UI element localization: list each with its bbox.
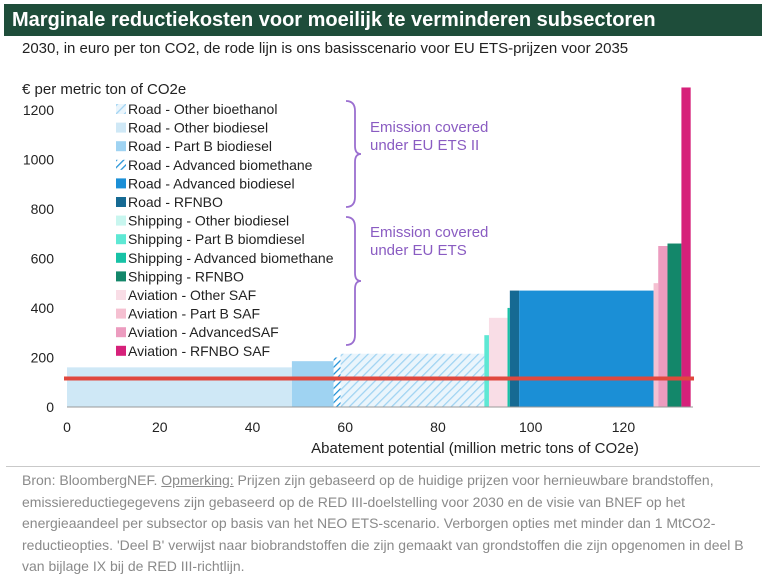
legend-label: Road - RFNBO: [128, 194, 223, 210]
bar-5: [488, 317, 508, 407]
x-tick-label: 100: [519, 419, 543, 435]
legend-swatch: [116, 308, 126, 319]
legend-label: Aviation - AdvancedSAF: [128, 324, 279, 340]
legend-swatch: [116, 178, 126, 189]
x-tick-label: 20: [152, 419, 168, 435]
bar-10: [658, 246, 668, 407]
legend-label: Shipping - Part B biomdiesel: [128, 231, 305, 247]
legend-swatch: [116, 159, 126, 170]
legend-label: Shipping - RFNBO: [128, 268, 244, 284]
y-tick-label: 800: [31, 201, 55, 217]
bar-8: [519, 290, 654, 407]
bar-9: [653, 283, 659, 407]
source-note: Bron: BloombergNEF. Opmerking: Prijzen z…: [22, 470, 750, 578]
y-tick-label: 400: [31, 300, 55, 316]
bar-11: [667, 243, 682, 407]
y-tick-label: 1000: [23, 151, 54, 167]
legend-label: Aviation - Part B SAF: [128, 306, 260, 322]
bar-0: [67, 367, 292, 407]
x-tick-label: 0: [63, 419, 71, 435]
x-tick-label: 120: [612, 419, 636, 435]
annotation-line: under EU ETS II: [370, 137, 479, 154]
legend-swatch: [116, 122, 126, 133]
legend-label: Aviation - Other SAF: [128, 287, 256, 303]
y-tick-label: 1200: [23, 102, 54, 118]
annotation-line: Emission covered: [370, 224, 488, 241]
bar-12: [681, 87, 691, 407]
brace: [345, 216, 362, 346]
legend-label: Road - Part B biodiesel: [128, 138, 272, 154]
bar-7: [509, 290, 520, 407]
note-label: Opmerking:: [161, 472, 234, 488]
legend-label: Shipping - Advanced biomethane: [128, 250, 334, 266]
annotation-line: Emission covered: [370, 119, 488, 136]
legend-label: Road - Other biodiesel: [128, 120, 268, 136]
legend-swatch: [116, 104, 126, 114]
bar-6: [507, 307, 510, 407]
annotation-line: under EU ETS: [370, 242, 467, 259]
bar-2: [333, 357, 341, 407]
annotation: Emission covered under EU ETS: [370, 224, 488, 259]
legend-swatch: [116, 234, 126, 245]
page-title: Marginale reductiekosten voor moeilijk t…: [4, 4, 762, 36]
brace: [345, 100, 362, 208]
y-tick-label: 200: [31, 349, 55, 365]
bar-4: [484, 335, 489, 407]
bar-1: [291, 361, 334, 407]
legend-label: Road - Other bioethanol: [128, 101, 277, 117]
x-tick-label: 40: [245, 419, 261, 435]
mac-chart: € per metric ton of CO2e 020040060080010…: [22, 81, 694, 457]
legend-swatch: [116, 271, 126, 282]
legend-label: Shipping - Other biodiesel: [128, 213, 289, 229]
y-tick-label: 0: [46, 399, 54, 415]
legend-swatch: [116, 345, 126, 356]
note-text: Prijzen zijn gebaseerd op de huidige pri…: [22, 472, 744, 574]
legend-label: Aviation - RFNBO SAF: [128, 343, 270, 359]
legend-label: Road - Advanced biomethane: [128, 157, 313, 173]
legend-swatch: [116, 197, 126, 207]
x-tick-label: 80: [430, 419, 446, 435]
legend-swatch: [116, 215, 126, 226]
legend-swatch: [116, 327, 126, 338]
y-tick-label: 600: [31, 250, 55, 266]
y-axis-label: € per metric ton of CO2e: [22, 81, 186, 98]
legend-swatch: [116, 252, 126, 263]
legend-swatch: [116, 141, 126, 152]
source-prefix: Bron: BloombergNEF.: [22, 472, 162, 488]
x-axis-label: Abatement potential (million metric tons…: [311, 440, 639, 457]
page-subtitle: 2030, in euro per ton CO2, de rode lijn …: [22, 40, 629, 57]
legend-swatch: [116, 290, 126, 300]
divider: [6, 466, 760, 467]
legend-label: Road - Advanced biodiesel: [128, 175, 295, 191]
annotation: Emission covered under EU ETS II: [370, 119, 488, 154]
x-tick-label: 60: [337, 419, 353, 435]
